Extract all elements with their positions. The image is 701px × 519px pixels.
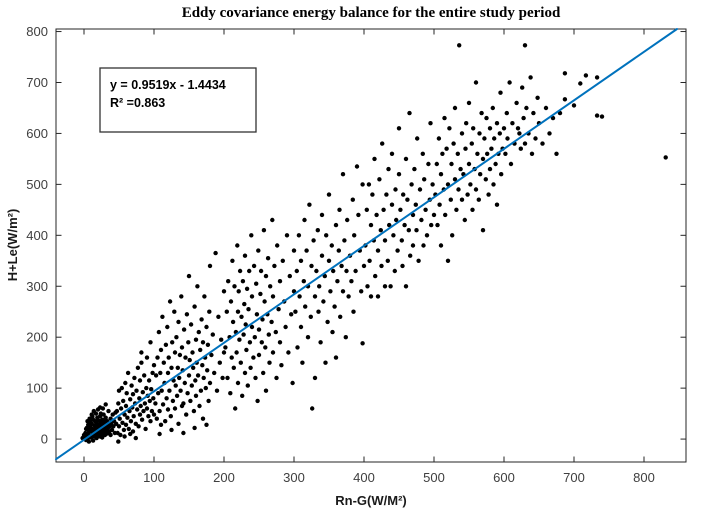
y-axis-ticks: [56, 31, 686, 440]
y-tick-label: 300: [26, 279, 48, 294]
x-axis-tick-labels: 0 100 200 300 400 500 600 700 800: [80, 470, 654, 485]
x-axis-label: Rn-G(W/M²): [335, 493, 406, 508]
y-tick-label: 800: [26, 24, 48, 39]
r-squared-text: R² =0.863: [110, 96, 165, 110]
y-axis-tick-labels: 0 100 200 300 400 500 600 700 800: [26, 24, 48, 447]
chart-title: Eddy covariance energy balance for the e…: [182, 5, 561, 21]
y-tick-label: 600: [26, 126, 48, 141]
plot-frame: [55, 28, 687, 463]
y-tick-label: 100: [26, 381, 48, 396]
y-tick-label: 200: [26, 330, 48, 345]
x-tick-label: 200: [213, 470, 235, 485]
y-tick-label: 0: [41, 432, 48, 447]
x-tick-label: 300: [283, 470, 305, 485]
equation-box: [99, 67, 257, 133]
x-tick-label: 100: [143, 470, 165, 485]
y-tick-label: 400: [26, 228, 48, 243]
y-tick-label: 500: [26, 177, 48, 192]
x-tick-label: 700: [563, 470, 585, 485]
equation-text: y = 0.9519x - 1.4434: [110, 78, 226, 92]
x-tick-label: 600: [493, 470, 515, 485]
y-axis-label: H+Le(W/m²): [5, 209, 20, 282]
x-tick-label: 0: [80, 470, 87, 485]
x-axis-ticks: [83, 29, 645, 462]
regression-line: [55, 28, 678, 461]
y-tick-label: 700: [26, 75, 48, 90]
x-tick-label: 400: [353, 470, 375, 485]
scatter-points: [80, 43, 668, 444]
x-tick-label: 500: [423, 470, 445, 485]
equation-annotation: y = 0.9519x - 1.4434 R² =0.863: [99, 67, 257, 133]
x-tick-label: 800: [633, 470, 655, 485]
